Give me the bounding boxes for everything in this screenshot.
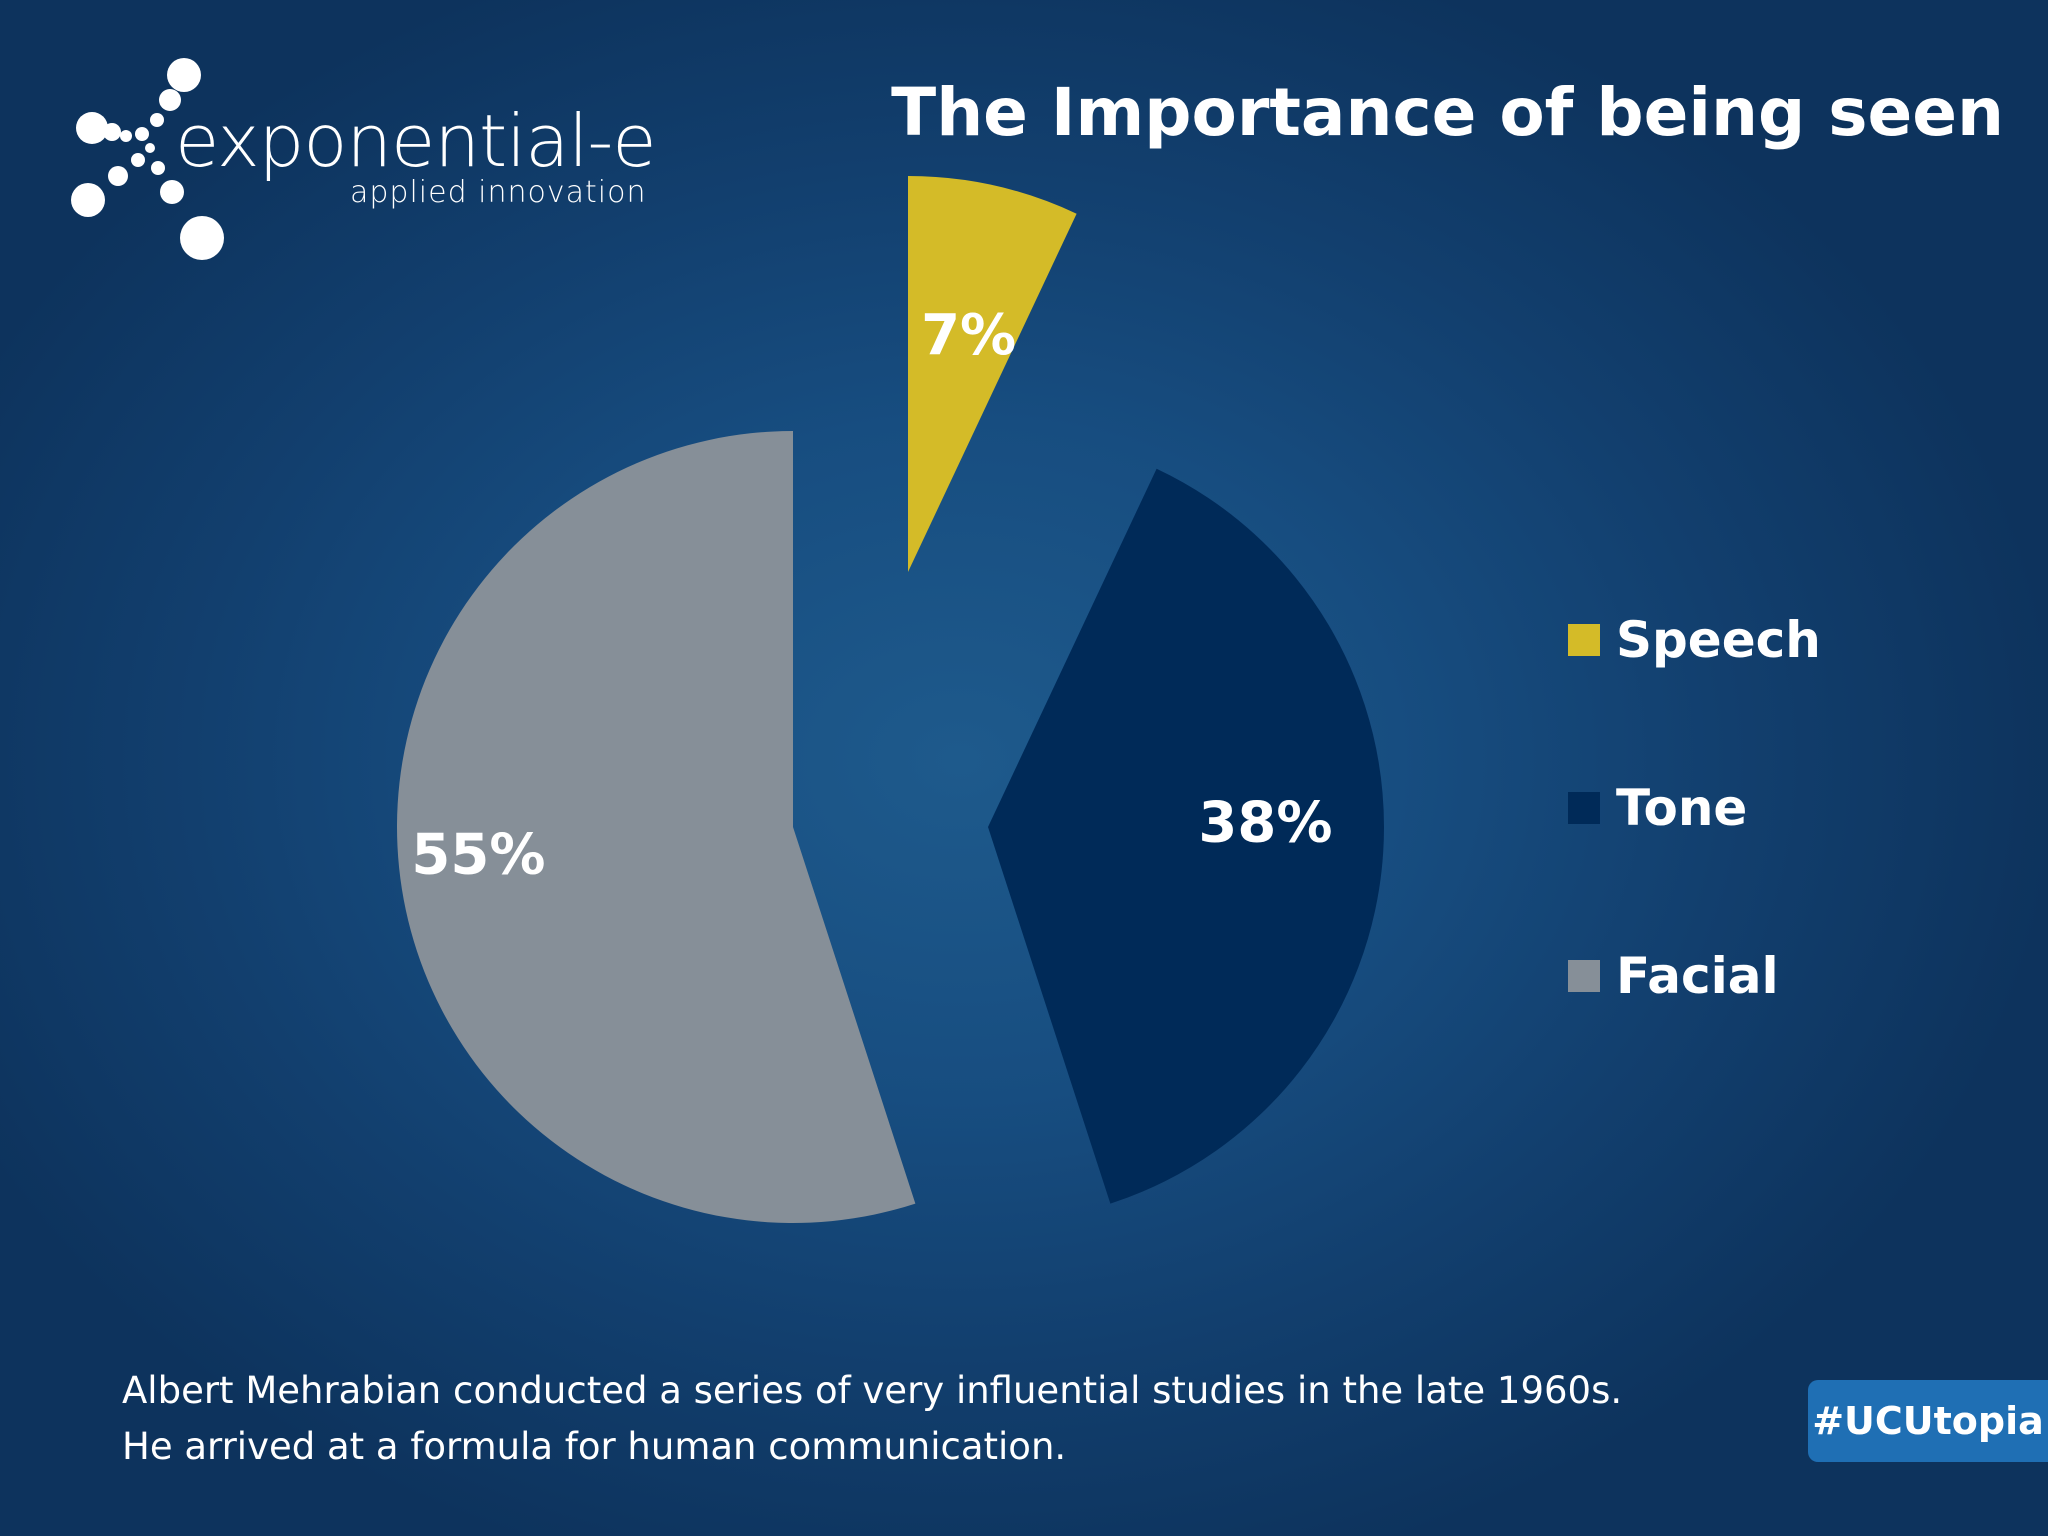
data-label-tone: 38%	[1198, 791, 1332, 856]
pie-slice-tone	[988, 468, 1384, 1204]
legend-item-tone: Tone	[1568, 780, 1821, 836]
chart-legend: Speech Tone Facial	[1568, 612, 1821, 1004]
legend-item-facial: Facial	[1568, 948, 1821, 1004]
molecule-dots-icon	[71, 58, 224, 260]
legend-label-facial: Facial	[1616, 947, 1779, 1005]
logo-tagline: applied innovation	[350, 175, 647, 210]
legend-item-speech: Speech	[1568, 612, 1821, 668]
caption-line-1: Albert Mehrabian conducted a series of v…	[122, 1369, 1623, 1412]
caption-line-2: He arrived at a formula for human commun…	[122, 1425, 1067, 1468]
legend-label-speech: Speech	[1616, 611, 1821, 669]
caption: Albert Mehrabian conducted a series of v…	[122, 1363, 1622, 1475]
data-label-facial: 55%	[411, 823, 545, 888]
legend-label-tone: Tone	[1616, 779, 1748, 837]
legend-swatch-facial	[1568, 960, 1600, 992]
legend-swatch-speech	[1568, 624, 1600, 656]
pie-slice-facial	[397, 431, 916, 1223]
data-label-speech: 7%	[921, 303, 1016, 368]
logo-wordmark: exponential-e	[175, 99, 657, 183]
legend-swatch-tone	[1568, 792, 1600, 824]
slide-title: The Importance of being seen	[891, 74, 2004, 151]
hashtag-badge: #UCUtopia	[1808, 1380, 2048, 1462]
logo: exponential-e applied innovation	[60, 50, 680, 270]
pie-slice-speech	[908, 176, 1077, 572]
